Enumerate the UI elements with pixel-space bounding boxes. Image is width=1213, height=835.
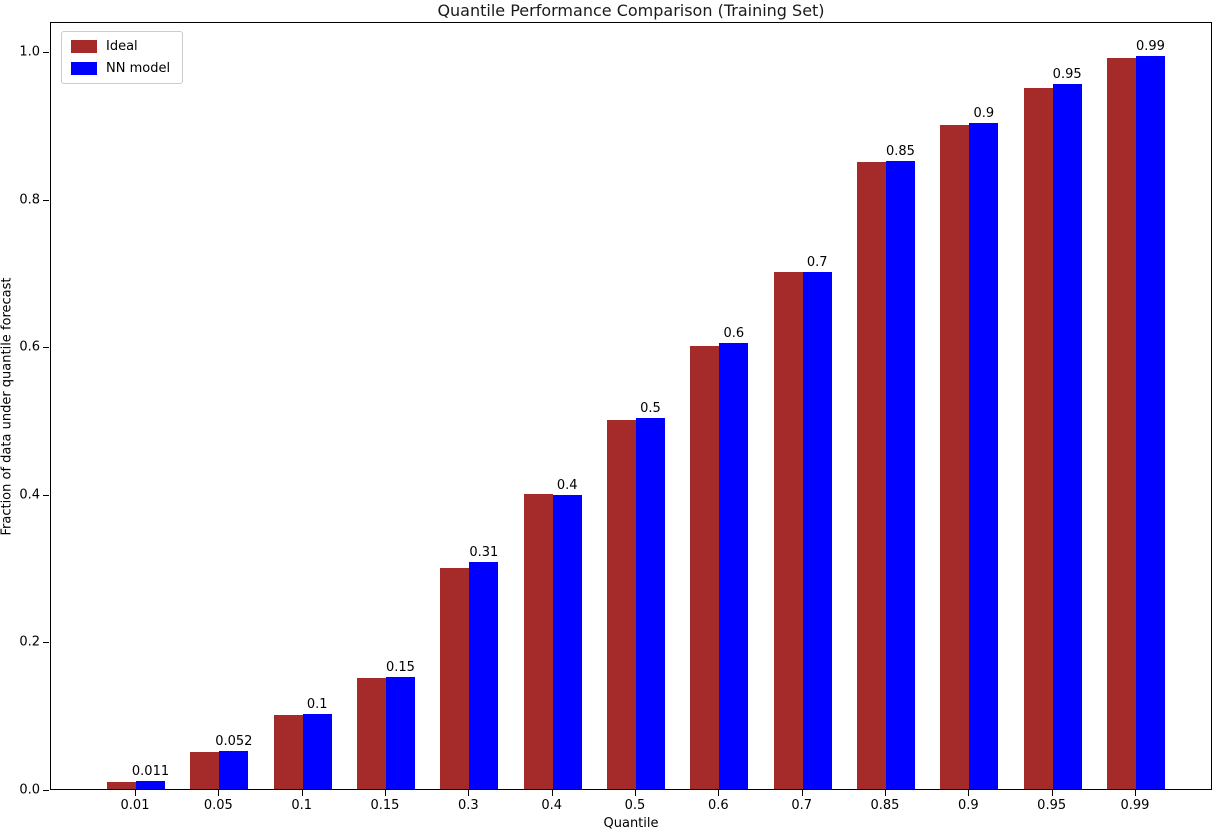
bar-value-label: 0.1 <box>306 696 328 712</box>
bar-nn-model <box>885 160 915 789</box>
bar-ideal <box>523 493 553 789</box>
bar-ideal <box>690 346 720 789</box>
y-tick-mark <box>43 642 49 644</box>
bar-nn-model <box>302 713 332 789</box>
bar-nn-model <box>136 780 165 789</box>
x-tick-mark <box>384 790 386 796</box>
bar-nn-model <box>552 495 582 789</box>
bar-nn-model <box>969 122 999 789</box>
x-tick-label: 0.3 <box>457 798 479 813</box>
bar-nn-model <box>719 343 749 789</box>
legend-label: Ideal <box>106 39 138 54</box>
x-tick-mark <box>884 790 886 796</box>
x-tick-label: 0.5 <box>624 798 646 813</box>
y-tick-mark <box>43 790 49 791</box>
x-tick-mark <box>634 790 636 796</box>
y-tick-mark <box>43 52 49 53</box>
x-tick-mark <box>968 790 970 796</box>
bar-ideal <box>107 781 136 789</box>
bar-nn-model <box>635 417 665 789</box>
bar-value-label: 0.9 <box>973 105 995 121</box>
x-tick-label: 0.01 <box>120 798 150 813</box>
bar-value-label: 0.052 <box>215 733 253 749</box>
legend-swatch-icon <box>71 62 97 75</box>
bar-ideal <box>606 420 636 789</box>
bar-ideal <box>1106 58 1136 789</box>
legend: Ideal NN model <box>61 31 184 84</box>
x-tick-label: 0.7 <box>791 798 812 813</box>
legend-entry-0: Ideal <box>71 39 170 54</box>
x-tick-mark <box>135 790 136 796</box>
legend-label: NN model <box>106 61 171 76</box>
bar-nn-model <box>1052 84 1082 789</box>
x-tick-mark <box>801 790 803 796</box>
bar-nn-model <box>1135 56 1165 789</box>
bar-ideal <box>356 678 386 789</box>
x-tick-label: 0.05 <box>203 798 233 813</box>
x-tick-mark <box>1051 790 1053 796</box>
bar-value-label: 0.5 <box>640 400 661 416</box>
y-tick-mark <box>43 199 49 201</box>
y-tick-label: 1.0 <box>19 44 40 60</box>
y-tick-label: 0.8 <box>19 192 40 208</box>
x-tick-label: 0.95 <box>1037 798 1067 813</box>
bar-ideal <box>940 124 970 789</box>
x-tick-label: 0.9 <box>957 798 979 813</box>
x-tick-label: 0.1 <box>291 798 312 813</box>
bar-value-label: 0.011 <box>131 763 170 779</box>
bar-nn-model <box>469 562 499 789</box>
bar-value-label: 0.31 <box>469 545 499 561</box>
legend-swatch-icon <box>71 40 97 53</box>
bar-value-label: 0.7 <box>806 255 828 271</box>
x-tick-label: 0.4 <box>541 798 562 813</box>
x-tick-mark <box>468 790 470 796</box>
bar-ideal <box>773 272 803 789</box>
bar-value-label: 0.95 <box>1052 67 1082 83</box>
bar-ideal <box>273 715 303 789</box>
y-axis-label: Fraction of data under quantile forecast <box>0 277 15 536</box>
x-tick-label: 0.15 <box>370 798 400 813</box>
y-tick-mark <box>43 347 49 349</box>
x-tick-mark <box>551 790 553 796</box>
chart-title: Quantile Performance Comparison (Trainin… <box>437 1 825 20</box>
y-tick-mark <box>43 494 49 496</box>
y-tick-label: 0.2 <box>19 634 40 650</box>
x-tick-label: 0.85 <box>870 798 900 813</box>
bar-nn-model <box>219 750 249 789</box>
legend-entry-1: NN model <box>71 61 170 76</box>
x-tick-label: 0.6 <box>707 798 729 813</box>
bar-ideal <box>1023 87 1053 789</box>
bar-nn-model <box>802 272 832 789</box>
y-tick-label: 0.6 <box>19 339 40 355</box>
x-tick-mark <box>1134 790 1136 796</box>
x-tick-mark <box>218 790 220 796</box>
x-tick-mark <box>718 790 720 796</box>
x-tick-label: 0.99 <box>1120 798 1150 813</box>
y-tick-label: 0.4 <box>19 487 40 503</box>
bar-nn-model <box>385 676 415 789</box>
bar-ideal <box>856 161 886 789</box>
x-axis-label: Quantile <box>603 816 659 831</box>
bar-value-label: 0.15 <box>386 659 415 675</box>
y-tick-label: 0.0 <box>19 782 40 798</box>
plot-area: Ideal NN model 0.011 0.052 0.1 0.15 0.31 0.4 0.… <box>50 22 1212 790</box>
bar-value-label: 0.6 <box>723 326 745 342</box>
bar-value-label: 0.99 <box>1136 39 1165 55</box>
x-tick-mark <box>301 790 303 796</box>
bar-value-label: 0.4 <box>556 478 578 494</box>
bar-value-label: 0.85 <box>886 143 915 159</box>
bar-ideal <box>440 567 470 789</box>
bar-ideal <box>190 752 220 789</box>
